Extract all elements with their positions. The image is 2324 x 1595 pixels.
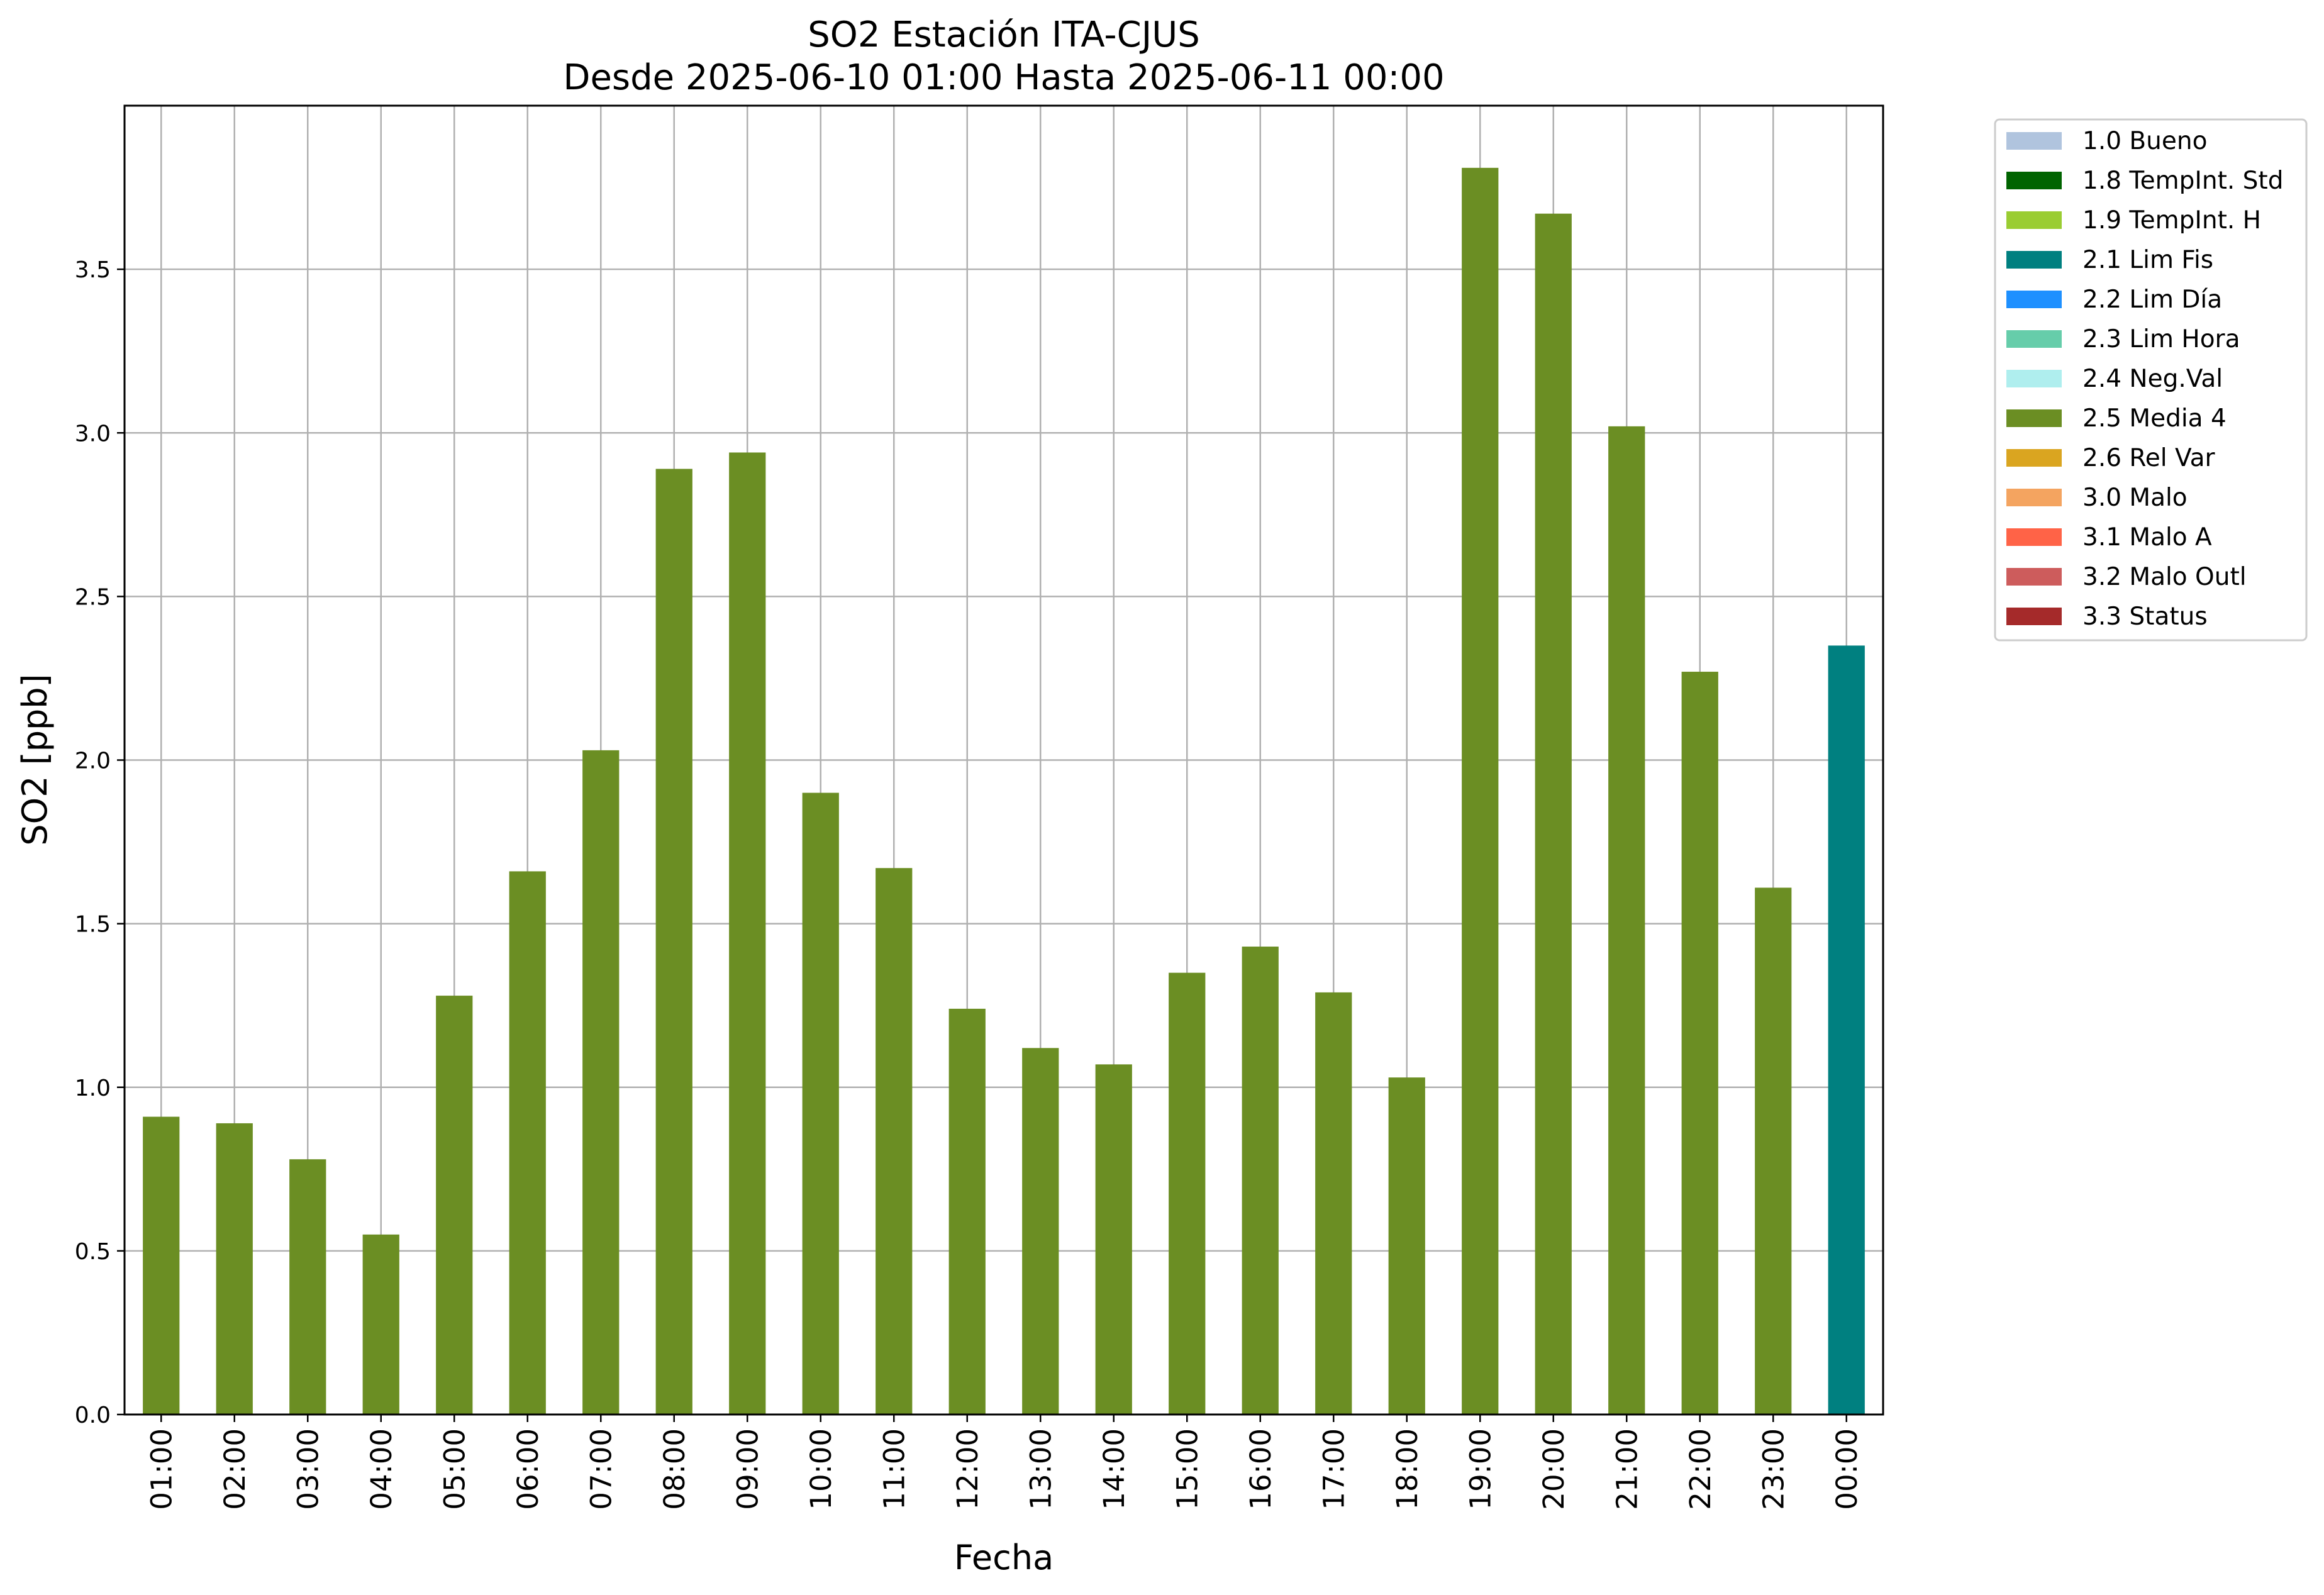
bar-02:00	[216, 1123, 253, 1414]
bar-00:00	[1828, 645, 1865, 1414]
x-tick-label: 19:00	[1464, 1428, 1497, 1510]
legend: 1.0 Bueno 1.8 TempInt. Std 1.9 TempInt. H 2…	[1994, 118, 2308, 642]
x-axis-ticks: 01:00 02:00 03:00 04:00 05:00 06:00 07:00 08:00…	[145, 1414, 1864, 1510]
x-tick-label: 21:00	[1610, 1428, 1643, 1510]
y-tick-label: 3.5	[75, 257, 111, 283]
chart-subtitle: Desde 2025-06-10 01:00 Hasta 2025-06-11 …	[563, 57, 1444, 98]
legend-swatch	[2006, 132, 2062, 150]
x-tick-label: 02:00	[218, 1428, 252, 1510]
x-tick-label: 04:00	[365, 1428, 398, 1510]
x-tick-label: 03:00	[291, 1428, 325, 1510]
x-tick-label: 01:00	[145, 1428, 178, 1510]
y-tick-label: 0.0	[75, 1403, 111, 1428]
x-tick-label: 00:00	[1830, 1428, 1864, 1510]
x-axis-label: Fecha	[954, 1538, 1054, 1577]
x-tick-label: 20:00	[1537, 1428, 1571, 1510]
bar-19:00	[1462, 167, 1499, 1414]
x-tick-label: 13:00	[1024, 1428, 1057, 1510]
legend-swatch	[2006, 449, 2062, 467]
y-tick-label: 3.0	[75, 421, 111, 447]
legend-label: 1.8 TempInt. Std	[2082, 167, 2283, 195]
legend-label: 2.3 Lim Hora	[2082, 325, 2240, 353]
bar-03:00	[289, 1159, 326, 1414]
x-tick-label: 10:00	[804, 1428, 838, 1510]
legend-swatch	[2006, 528, 2062, 546]
bar-16:00	[1242, 947, 1279, 1414]
x-tick-label: 09:00	[731, 1428, 764, 1510]
bar-07:00	[582, 750, 620, 1414]
legend-swatch	[2006, 172, 2062, 189]
bar-11:00	[876, 868, 913, 1414]
x-tick-label: 06:00	[511, 1428, 545, 1510]
x-tick-label: 12:00	[951, 1428, 984, 1510]
bar-04:00	[362, 1234, 399, 1414]
bar-05:00	[436, 996, 473, 1414]
x-tick-label: 11:00	[877, 1428, 911, 1510]
plot-frame	[123, 104, 1884, 1416]
y-tick-label: 1.5	[75, 912, 111, 938]
chart-title: SO2 Estación ITA-CJUS	[808, 14, 1200, 55]
y-tick-label: 1.0	[75, 1075, 111, 1101]
y-axis-label: SO2 [ppb]	[15, 674, 55, 845]
legend-label: 2.5 Media 4	[2082, 404, 2227, 433]
x-tick-label: 05:00	[438, 1428, 471, 1510]
bar-09:00	[729, 452, 766, 1414]
x-tick-label: 16:00	[1244, 1428, 1277, 1510]
x-tick-label: 15:00	[1170, 1428, 1204, 1510]
legend-label: 1.9 TempInt. H	[2082, 206, 2261, 235]
legend-swatch	[2006, 330, 2062, 348]
y-axis-ticks: 0.0 0.5 1.0 1.5 2.0 2.5 3.0 3.5	[75, 257, 125, 1428]
bar-06:00	[509, 871, 546, 1414]
legend-swatch	[2006, 251, 2062, 269]
x-tick-label: 07:00	[584, 1428, 618, 1510]
legend-swatch	[2006, 568, 2062, 586]
legend-swatch	[2006, 608, 2062, 625]
legend-swatch	[2006, 211, 2062, 229]
x-tick-label: 08:00	[658, 1428, 691, 1510]
x-tick-label: 14:00	[1098, 1428, 1131, 1510]
bars	[143, 167, 1865, 1414]
bar-13:00	[1022, 1048, 1059, 1414]
bar-22:00	[1681, 672, 1718, 1414]
x-tick-label: 18:00	[1391, 1428, 1424, 1510]
legend-label: 2.1 Lim Fis	[2082, 246, 2213, 274]
bar-08:00	[655, 469, 692, 1414]
bar-21:00	[1608, 426, 1645, 1414]
x-tick-label: 23:00	[1757, 1428, 1790, 1510]
bar-12:00	[948, 1008, 986, 1414]
bar-01:00	[143, 1116, 180, 1414]
y-tick-label: 2.0	[75, 748, 111, 774]
bar-23:00	[1755, 887, 1792, 1414]
legend-label: 3.2 Malo Outl	[2082, 563, 2247, 591]
legend-label: 2.4 Neg.Val	[2082, 365, 2223, 393]
bar-15:00	[1169, 972, 1206, 1414]
legend-label: 2.2 Lim Día	[2082, 286, 2222, 314]
bar-18:00	[1388, 1077, 1425, 1414]
legend-label: 3.1 Malo A	[2082, 523, 2212, 552]
y-tick-label: 2.5	[75, 584, 111, 610]
bar-10:00	[802, 792, 839, 1414]
legend-swatch	[2006, 409, 2062, 427]
x-tick-label: 22:00	[1684, 1428, 1717, 1510]
legend-label: 3.0 Malo	[2082, 484, 2188, 512]
bar-17:00	[1315, 992, 1352, 1414]
bar-20:00	[1535, 213, 1572, 1414]
legend-label: 1.0 Bueno	[2082, 127, 2207, 155]
y-tick-label: 0.5	[75, 1239, 111, 1265]
legend-label: 3.3 Status	[2082, 603, 2208, 631]
legend-swatch	[2006, 291, 2062, 308]
legend-swatch	[2006, 370, 2062, 387]
legend-swatch	[2006, 489, 2062, 506]
legend-frame	[1994, 118, 2308, 642]
bar-14:00	[1095, 1064, 1132, 1414]
x-tick-label: 17:00	[1317, 1428, 1350, 1510]
legend-label: 2.6 Rel Var	[2082, 444, 2216, 472]
